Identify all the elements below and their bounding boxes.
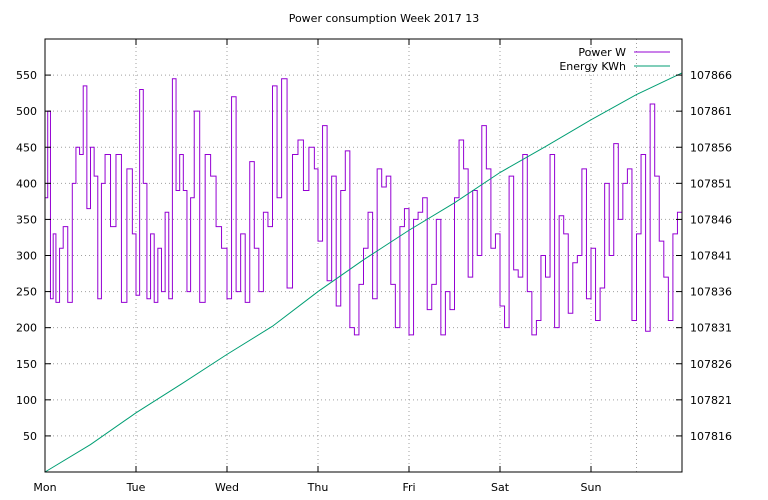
y-left-tick-label: 300 xyxy=(16,250,37,263)
axis-ticks: 50 100 150 200 250 300 350 400 450 500 550 107816 10… xyxy=(16,39,732,494)
x-tick-label: Thu xyxy=(307,481,329,494)
y-right-tick-label: 107836 xyxy=(690,286,732,299)
series-line-energy-kwh xyxy=(44,72,683,473)
y-right-tick-label: 107831 xyxy=(690,322,732,335)
y-right-tick-label: 107866 xyxy=(690,69,732,82)
legend-label: Energy KWh xyxy=(559,60,626,73)
y-right-tick-label: 107816 xyxy=(690,430,732,443)
y-right-tick-label: 107861 xyxy=(690,105,732,118)
y-left-tick-label: 500 xyxy=(16,105,37,118)
x-tick-label: Wed xyxy=(215,481,239,494)
y-left-tick-label: 400 xyxy=(16,177,37,190)
legend-label: Power W xyxy=(578,46,626,59)
y-left-tick-label: 250 xyxy=(16,286,37,299)
y-left-tick-label: 100 xyxy=(16,394,37,407)
series-layer xyxy=(44,72,683,473)
y-right-tick-label: 107821 xyxy=(690,394,732,407)
y-left-tick-label: 150 xyxy=(16,358,37,371)
series-line-power-w xyxy=(45,78,683,336)
y-left-tick-label: 50 xyxy=(23,430,37,443)
x-tick-label: Tue xyxy=(126,481,146,494)
y-left-tick-label: 200 xyxy=(16,322,37,335)
y-right-tick-label: 107841 xyxy=(690,250,732,263)
y-left-tick-label: 350 xyxy=(16,213,37,226)
y-right-tick-label: 107846 xyxy=(690,213,732,226)
y-right-tick-label: 107826 xyxy=(690,358,732,371)
x-tick-label: Sat xyxy=(491,481,510,494)
x-tick-label: Sun xyxy=(581,481,602,494)
x-tick-label: Fri xyxy=(402,481,415,494)
y-left-tick-label: 550 xyxy=(16,69,37,82)
y-right-tick-label: 107851 xyxy=(690,177,732,190)
y-left-tick-label: 450 xyxy=(16,141,37,154)
y-right-tick-label: 107856 xyxy=(690,141,732,154)
chart-title: Power consumption Week 2017 13 xyxy=(289,12,480,25)
x-tick-label: Mon xyxy=(33,481,56,494)
